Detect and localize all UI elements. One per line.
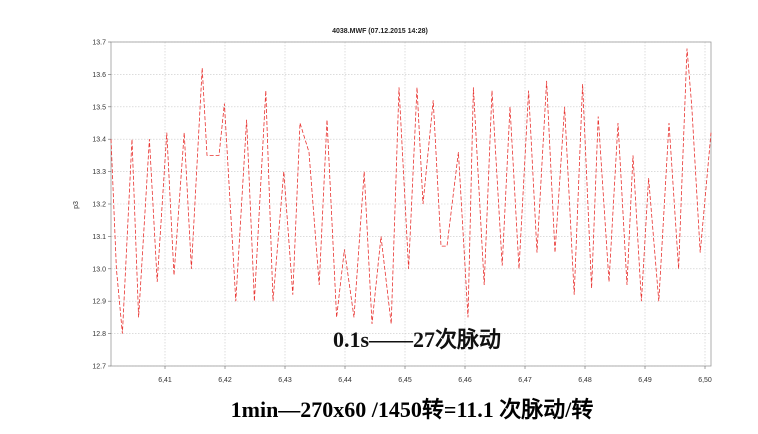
x-tick-label: 6,49 — [638, 377, 652, 384]
y-tick-label: 13.4 — [92, 137, 106, 144]
y-axis: 13.7 13.6 13.5 13.4 13.3 13.2 13.1 13.0 12.9 12.8… — [92, 40, 111, 371]
x-tick-label: 6,46 — [458, 377, 472, 384]
x-tick-label: 6,42 — [218, 377, 232, 384]
x-axis: 6,41 6,42 6,43 6,44 6,45 6,46 6,47 6,48 6,49 6,50 — [158, 366, 712, 384]
formula-caption: 1min—270x60 /1450转=11.1 次脉动/转 — [231, 397, 594, 422]
y-tick-label: 13.1 — [92, 234, 106, 241]
series-group — [110, 48, 712, 334]
grid — [111, 41, 711, 367]
y-tick-label: 13.5 — [92, 104, 106, 111]
x-tick-label: 6,47 — [518, 377, 532, 384]
x-tick-label: 6,44 — [338, 377, 352, 384]
y-axis-label: p3 — [73, 201, 80, 209]
x-tick-label: 6,43 — [278, 377, 292, 384]
x-tick-label: 6,45 — [398, 377, 412, 384]
y-tick-label: 13.6 — [92, 72, 106, 79]
y-tick-label: 12.8 — [92, 331, 106, 338]
y-tick-label: 13.7 — [92, 40, 106, 47]
x-tick-label: 6,48 — [578, 377, 592, 384]
x-tick-label: 6,50 — [698, 377, 712, 384]
pulse-annotation: 0.1s——27次脉动 — [333, 327, 501, 352]
y-tick-label: 12.9 — [92, 299, 106, 306]
series-line — [110, 48, 712, 334]
chart-title: 4038.MWF (07.12.2015 14:28) — [332, 28, 428, 35]
x-tick-label: 6,41 — [158, 377, 172, 384]
y-tick-label: 12.7 — [92, 364, 106, 371]
y-tick-label: 13.2 — [92, 202, 106, 209]
y-tick-label: 13.0 — [92, 266, 106, 273]
y-tick-label: 13.3 — [92, 169, 106, 176]
